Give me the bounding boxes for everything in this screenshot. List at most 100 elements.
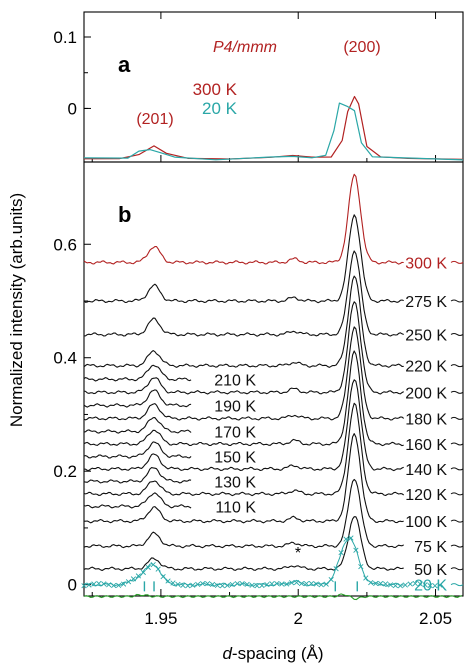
- panel-b-series-130K: [83, 467, 192, 484]
- observed-point: [343, 536, 349, 542]
- panel-b-ytick-label: 0.2: [53, 462, 77, 481]
- observed-point: [274, 580, 280, 587]
- series-tail: [450, 442, 464, 446]
- series-label-170K: 170 K: [214, 424, 256, 441]
- series-tail: [450, 260, 464, 264]
- series-tail: [450, 467, 464, 471]
- observed-point: [185, 583, 191, 589]
- observed-point: [387, 582, 394, 588]
- observed-point: [125, 579, 132, 585]
- series-label-100K: 100 K: [405, 514, 447, 531]
- observed-point: [244, 581, 250, 587]
- annotation-200: (200): [343, 39, 380, 56]
- panel-b-series-300K: [83, 173, 404, 265]
- panel-b-series-160K: [83, 350, 404, 447]
- observed-point: [234, 581, 240, 587]
- difference-curve: [83, 593, 463, 601]
- observed-point: [130, 576, 137, 582]
- series-label-190K: 190 K: [214, 398, 256, 415]
- observed-point: [412, 580, 418, 587]
- observed-point: [101, 581, 107, 587]
- series-tail: [450, 332, 464, 336]
- panel-b-xtick-label: 2.05: [419, 609, 452, 628]
- observed-point: [348, 535, 354, 541]
- panel-b-ytick-label: 0.4: [53, 349, 77, 368]
- panel-b-xtick-label: 2: [293, 609, 302, 628]
- panel-b-series-250K: [83, 250, 404, 337]
- panel-b: 0 0.2 0.4 0.6 1.95 2 2.05 300 K 275 K 250 K 220 K…: [53, 161, 464, 628]
- observed-point: [298, 580, 305, 587]
- observed-point: [373, 580, 379, 587]
- legend-20K: 20 K: [202, 99, 238, 118]
- panel-b-series-150K: [83, 441, 192, 459]
- observed-point: [407, 581, 413, 587]
- observed-point: [313, 581, 319, 587]
- panel-b-series-275K: [83, 214, 404, 304]
- observed-point: [318, 582, 324, 588]
- series-tail: [450, 567, 464, 571]
- series-label-160K: 160 K: [405, 437, 447, 454]
- observed-point: [259, 582, 265, 589]
- observed-point: [249, 582, 255, 588]
- panel-a-series-20K: [83, 102, 464, 161]
- observed-point: [239, 580, 245, 587]
- series-label-275K: 275 K: [405, 294, 447, 311]
- panel-b-series-120K: [83, 402, 405, 497]
- panel-a-ytick-label: 0: [68, 99, 77, 118]
- panel-b-series-170K: [83, 417, 192, 434]
- series-label-210K: 210 K: [214, 372, 256, 389]
- observed-point: [145, 564, 151, 571]
- asterisk: *: [295, 545, 301, 562]
- observed-point: [96, 580, 102, 587]
- observed-point: [91, 581, 97, 587]
- series-tail: [450, 492, 464, 496]
- observed-point: [219, 583, 226, 589]
- observed-point: [323, 581, 329, 587]
- observed-point: [106, 582, 112, 588]
- observed-point: [254, 583, 260, 589]
- panel-b-xtick-label: 1.95: [144, 609, 177, 628]
- panel-b-series: [81, 173, 463, 601]
- observed-point: [224, 582, 230, 589]
- series-label-200K: 200 K: [405, 385, 447, 402]
- observed-point: [86, 582, 92, 588]
- observed-point: [180, 582, 186, 589]
- observed-point: [358, 563, 364, 570]
- panel-b-label: b: [118, 202, 131, 227]
- panel-a: 00.1 a P4/mmm 300 K 20 K (201) (200): [53, 11, 464, 163]
- observed-point: [363, 575, 369, 581]
- panel-a-ticks: [84, 12, 437, 162]
- panel-a-ytick-label: 0.1: [53, 28, 77, 47]
- observed-point: [289, 580, 295, 586]
- observed-point: [175, 581, 181, 587]
- panel-b-ytick-label: 0.6: [53, 235, 77, 254]
- x-axis-label: d-spacing (Å): [222, 644, 323, 663]
- panel-b-ticks: [84, 243, 437, 596]
- observed-point: [204, 581, 211, 587]
- observed-point: [328, 577, 334, 583]
- panel-b-series-110K: [83, 492, 192, 509]
- series-label-120K: 120 K: [405, 487, 447, 504]
- observed-point: [195, 581, 201, 587]
- observed-point: [200, 580, 206, 587]
- observed-point: [155, 566, 161, 572]
- panel-b-series-labels: 300 K 275 K 250 K 220 K 210 K 200 K 190 K 180 K…: [214, 255, 464, 595]
- observed-point: [135, 573, 141, 579]
- panel-b-series-75K: [83, 478, 404, 549]
- observed-point: [279, 581, 285, 587]
- series-tail: [450, 364, 464, 368]
- observed-point: [165, 578, 171, 584]
- series-tail: [450, 519, 464, 523]
- series-label-130K: 130 K: [214, 474, 256, 491]
- panel-a-tick-labels: 00.1: [53, 28, 77, 118]
- annotation-201: (201): [136, 111, 173, 128]
- observed-point: [81, 583, 87, 589]
- panel-b-series-140K: [83, 379, 404, 472]
- observed-point: [432, 583, 438, 589]
- observed-point: [303, 581, 310, 587]
- observed-point: [397, 583, 404, 589]
- observed-point: [333, 566, 339, 572]
- panel-a-series-300K: [83, 95, 464, 160]
- observed-point: [284, 581, 290, 587]
- series-tail: [450, 583, 464, 587]
